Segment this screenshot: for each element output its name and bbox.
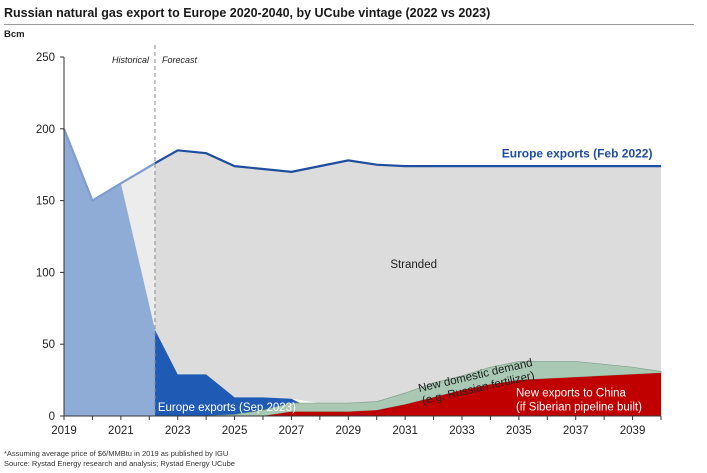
china-label-line1: New exports to China [516, 388, 627, 400]
stranded-label: Stranded [390, 259, 437, 271]
feb2022-forecast-line [154, 149, 661, 173]
historical-region-label: Historical [112, 55, 150, 65]
x-tick-label: 2019 [51, 425, 77, 437]
feb2022-series-label: Europe exports (Feb 2022) [502, 147, 653, 161]
x-tick-label: 2033 [449, 425, 475, 437]
china-exports-area [154, 372, 661, 416]
gas-export-area-chart: 0 50 100 150 200 250 Bcm 2019 2021 2023 2025 2027 20… [4, 29, 662, 437]
chart-footnote: *Assuming average price of $6/MMBtu in 2… [4, 449, 229, 458]
y-tick-label: 150 [36, 196, 55, 208]
forecast-region-label: Forecast [162, 55, 198, 65]
x-tick-label: 2035 [506, 425, 532, 437]
x-tick-label: 2031 [392, 425, 418, 437]
y-axis-unit-label: Bcm [4, 29, 25, 40]
chart-source: Source: Rystad Energy research and analy… [4, 459, 235, 468]
feb2022-historical-line [62, 128, 156, 203]
x-tick-label: 2027 [279, 425, 305, 437]
stranded-area [92, 150, 662, 404]
historical-gap-area [92, 163, 155, 330]
y-tick-label: 200 [36, 124, 55, 136]
chart-title: Russian natural gas export to Europe 202… [4, 6, 491, 20]
x-tick-label: 2037 [563, 425, 589, 437]
x-tick-label: 2029 [335, 425, 361, 437]
y-tick-label: 250 [36, 52, 55, 64]
x-tick-label: 2039 [620, 425, 646, 437]
china-label-line2: (if Siberian pipeline built) [516, 402, 642, 414]
title-divider [4, 24, 694, 25]
x-tick-label: 2023 [165, 425, 191, 437]
y-tick-label: 50 [42, 339, 55, 351]
historical-exports-area [64, 128, 155, 417]
x-tick-label: 2025 [222, 425, 248, 437]
x-tick-label: 2021 [108, 425, 134, 437]
sep2023-series-label: Europe exports (Sep 2023) [158, 402, 296, 414]
europe-exports-sep2023-area [154, 329, 661, 416]
y-tick-label: 100 [36, 267, 55, 279]
y-tick-label: 0 [49, 411, 55, 423]
